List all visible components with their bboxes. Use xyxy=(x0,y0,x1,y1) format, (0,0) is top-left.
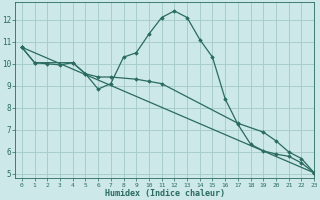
X-axis label: Humidex (Indice chaleur): Humidex (Indice chaleur) xyxy=(105,189,225,198)
